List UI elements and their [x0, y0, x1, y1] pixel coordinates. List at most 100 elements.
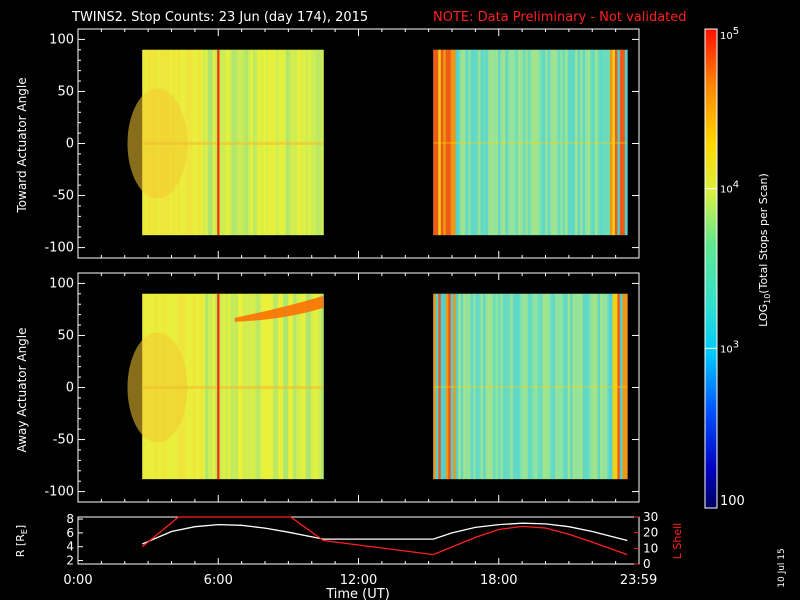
x-tick-label: 0:00	[63, 573, 92, 588]
toward-column	[540, 49, 544, 236]
away-column	[475, 293, 479, 480]
toward-column	[567, 49, 571, 236]
toward-column	[460, 49, 464, 236]
toward-column	[502, 49, 506, 236]
lshell-ytick-label: 20	[643, 526, 658, 540]
away-column	[530, 293, 534, 480]
colorbar-tick-exponent: 4	[733, 180, 739, 191]
colorbar-label: LOG10(Total Stops per Scan)	[757, 173, 772, 327]
away-column	[547, 293, 551, 480]
r-axis-label-end: ]	[14, 525, 27, 529]
away-column	[465, 293, 469, 480]
toward-angle-panel: 100 50 0 -50 -100 Toward Actuator Angle	[15, 28, 640, 259]
r-ytick-label: 2	[66, 554, 74, 568]
toward-column	[433, 49, 437, 236]
toward-x-ticks	[77, 29, 640, 258]
figure-title: TWINS2. Stop Counts: 23 Jun (day 174), 2…	[71, 10, 368, 25]
away-column	[505, 293, 509, 480]
toward-column	[532, 49, 536, 236]
toward-column	[590, 49, 593, 236]
away-column	[527, 293, 531, 480]
colorbar-tick-label: 100	[720, 494, 745, 509]
away-column	[582, 293, 586, 480]
toward-column	[517, 49, 521, 236]
toward-column	[492, 49, 496, 236]
x-tick-label: 23:59	[620, 573, 657, 588]
toward-column	[453, 49, 457, 236]
toward-column	[560, 49, 564, 236]
away-column	[522, 293, 526, 480]
toward-column	[440, 49, 444, 236]
lshell-ytick-label: 30	[643, 510, 658, 524]
toward-column	[512, 49, 516, 236]
away-column	[590, 293, 593, 480]
toward-column	[552, 49, 556, 236]
toward-column	[530, 49, 534, 236]
away-zero-band	[142, 385, 324, 389]
toward-column	[488, 49, 491, 236]
toward-column	[612, 49, 616, 236]
colorbar-label-end: (Total Stops per Scan)	[757, 173, 770, 294]
colorbar-tick-exponent: 3	[733, 339, 739, 350]
away-y-ticks: 100 50 0 -50 -100	[44, 276, 639, 500]
toward-column	[443, 49, 447, 236]
away-column	[552, 293, 556, 480]
r-ytick-label: 8	[66, 512, 74, 526]
toward-column	[592, 49, 596, 236]
away-column	[443, 293, 447, 480]
away-column	[440, 293, 444, 480]
toward-column	[438, 49, 442, 236]
away-x-ticks	[77, 273, 640, 502]
away-column	[492, 293, 496, 480]
toward-column	[470, 49, 474, 236]
preliminary-note: NOTE: Data Preliminary - Not validated	[433, 10, 687, 25]
toward-column	[478, 49, 481, 236]
toward-column	[622, 49, 626, 236]
away-angle-panel: 100 50 0 -50 -100 Away Actuator Angle	[15, 272, 640, 503]
away-column	[535, 293, 539, 480]
away-y-label: Away Actuator Angle	[15, 327, 29, 452]
away-column	[542, 293, 546, 480]
away-column	[537, 293, 541, 480]
away-column	[480, 293, 484, 480]
away-column	[580, 293, 583, 480]
away-ytick-label: 100	[49, 276, 74, 291]
away-column	[458, 293, 462, 480]
x-tick-label: 12:00	[340, 573, 377, 588]
away-column	[557, 293, 561, 480]
away-column	[545, 293, 549, 480]
away-column	[585, 293, 588, 480]
toward-column	[562, 49, 566, 236]
toward-column	[515, 49, 519, 236]
side-date-stamp: 10 Jul 15	[777, 548, 787, 588]
away-column	[463, 293, 467, 480]
away-column	[497, 293, 501, 480]
toward-column	[483, 49, 486, 236]
away-column	[575, 293, 578, 480]
r-axis-label: R [RE]	[14, 525, 29, 557]
toward-column	[582, 49, 586, 236]
away-column	[567, 293, 571, 480]
away-column	[515, 293, 519, 480]
toward-column	[555, 49, 559, 236]
x-tick-label: 6:00	[204, 573, 233, 588]
toward-column	[572, 49, 576, 236]
toward-column	[500, 49, 504, 236]
colorbar-tick-label: 105	[720, 26, 739, 42]
toward-column	[448, 49, 452, 236]
away-column	[485, 293, 489, 480]
away-column	[502, 293, 506, 480]
away-column	[468, 293, 472, 480]
toward-column	[614, 49, 618, 236]
away-column	[602, 293, 606, 480]
toward-column	[542, 49, 546, 236]
toward-ytick-label: 50	[57, 84, 74, 99]
away-spike	[217, 293, 220, 480]
toward-column	[490, 49, 494, 236]
colorbar-label-main: LOG	[757, 304, 770, 327]
away-column	[455, 293, 459, 480]
toward-column	[580, 49, 583, 236]
toward-column	[535, 49, 539, 236]
